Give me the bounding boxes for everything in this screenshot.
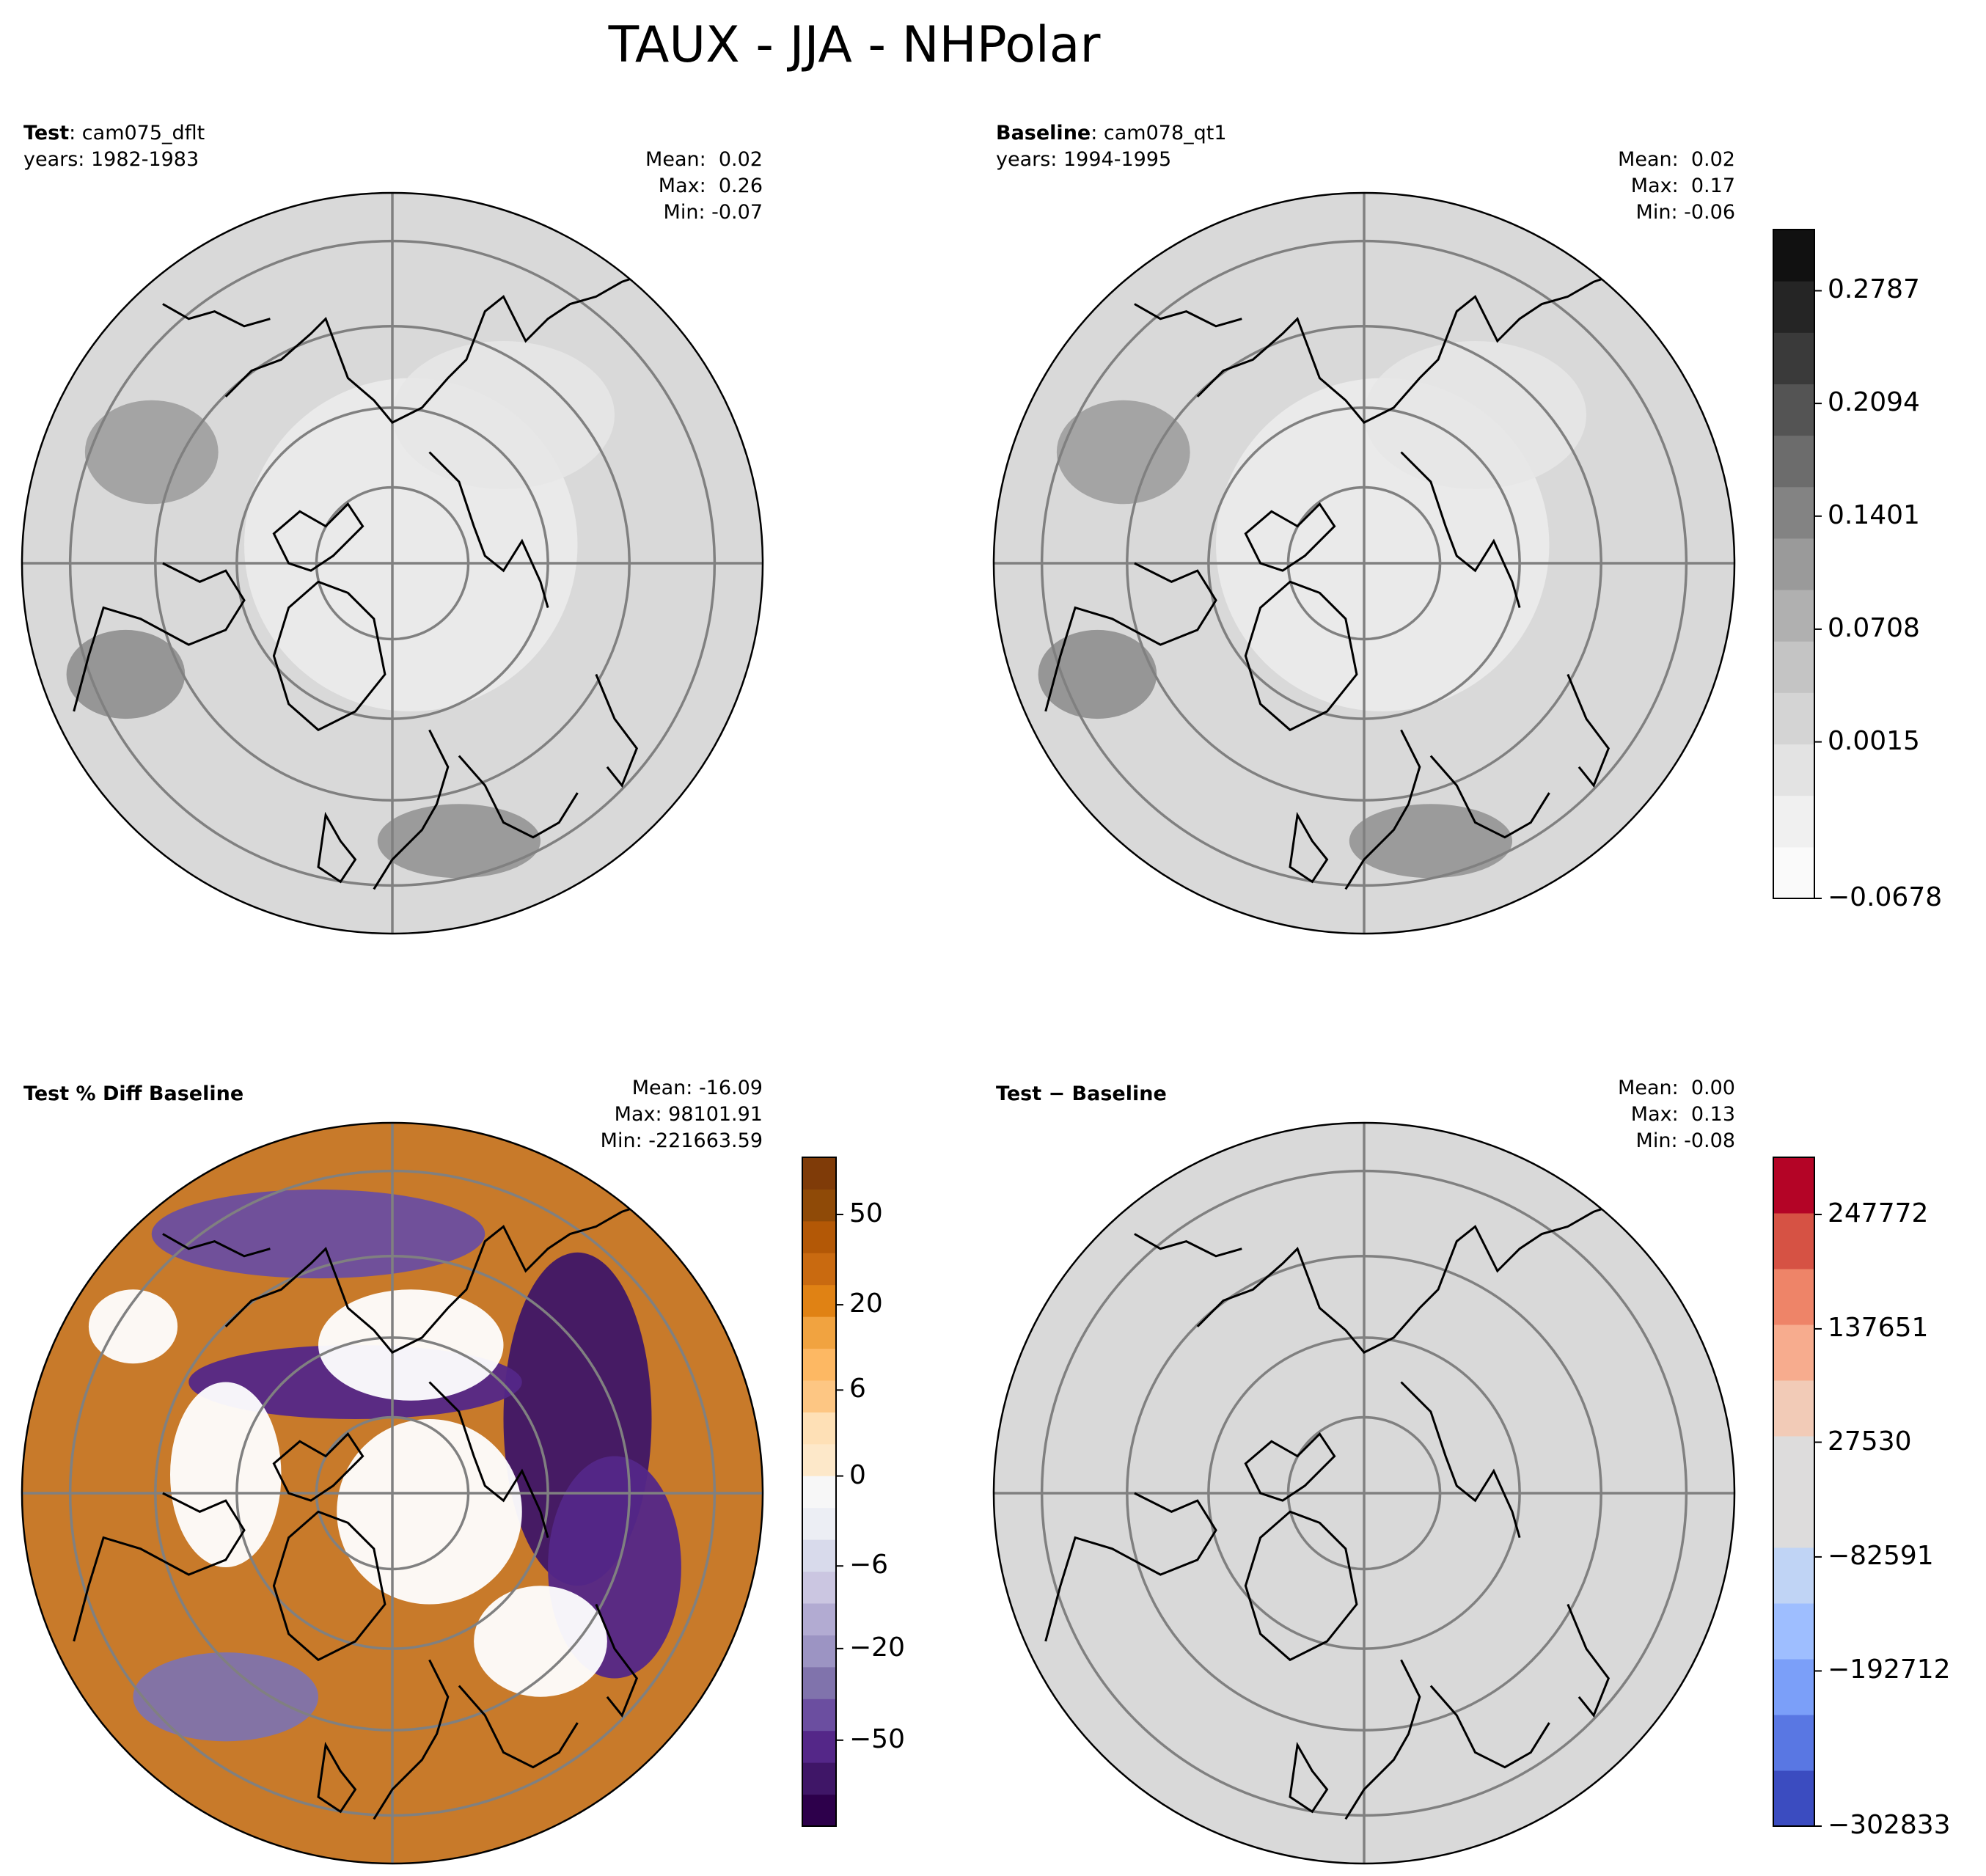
colorbar-tick-label: 0.0708 — [1828, 612, 1920, 643]
colorbar-band — [1773, 692, 1814, 745]
colorbar-gray — [1773, 229, 1822, 899]
panel-baseline-label: Baseline: cam078_qt1 years: 1994-1995 — [996, 122, 1227, 171]
colorbar-tick-label: 0.2094 — [1828, 387, 1920, 418]
figure-title: TAUX - JJA - NHPolar — [608, 16, 1101, 74]
colorbar-band — [1773, 1157, 1814, 1214]
colorbar-band — [1773, 1269, 1814, 1325]
colorbar-band — [802, 1666, 836, 1699]
colorbar-band — [802, 1794, 836, 1827]
colorbar-band — [802, 1762, 836, 1795]
colorbar-tick-label: −0.0678 — [1828, 882, 1943, 912]
colorbar-band — [1773, 332, 1814, 384]
colorbar-band — [802, 1412, 836, 1445]
colorbar-band — [1773, 1492, 1814, 1548]
colorbar-tick-label: 0 — [849, 1459, 866, 1490]
colorbar-band — [802, 1476, 836, 1509]
colorbar-band — [1773, 384, 1814, 436]
colorbar-band — [1773, 1324, 1814, 1381]
colorbar-band — [1773, 846, 1814, 899]
colorbar-tick-label: −20 — [849, 1632, 905, 1663]
colorbar-tick-label: −50 — [849, 1723, 905, 1754]
colorbar-band — [1773, 1436, 1814, 1492]
polar-map-pctdiff — [21, 1121, 764, 1865]
colorbar-band — [1773, 795, 1814, 848]
colorbar-band — [802, 1220, 836, 1253]
colorbar-band — [1773, 1380, 1814, 1437]
colorbar-band — [802, 1157, 836, 1190]
colorbar-band — [802, 1316, 836, 1349]
colorbar-band — [1773, 538, 1814, 590]
colorbar-tick-label: 137651 — [1828, 1312, 1929, 1343]
colorbar-band — [1773, 1547, 1814, 1604]
colorbar-band — [1773, 230, 1814, 282]
colorbar-tick-label: −82591 — [1828, 1540, 1934, 1571]
colorbar-tick-label: 6 — [849, 1374, 866, 1404]
colorbar-band — [1773, 1715, 1814, 1771]
colorbar-band — [802, 1699, 836, 1732]
panel-test-label: Test: cam075_dflt years: 1982-1983 — [23, 122, 205, 171]
colorbar-band — [1773, 744, 1814, 796]
colorbar-band — [802, 1284, 836, 1317]
colorbar-band — [802, 1730, 836, 1763]
colorbar-tick-label: 20 — [849, 1289, 883, 1319]
panel-pctdiff-label: Test % Diff Baseline — [23, 1082, 244, 1105]
colorbar-band — [802, 1539, 836, 1572]
colorbar-band — [802, 1348, 836, 1381]
colorbar-tick-label: 0.0015 — [1828, 725, 1920, 756]
panel-baseline-stats: Mean: 0.02 Max: 0.17 Min: -0.06 — [1618, 148, 1735, 224]
panel-pctdiff-stats: Mean: -16.09 Max: 98101.91 Min: -221663.59 — [600, 1077, 763, 1152]
colorbar-tick-label: 247772 — [1828, 1198, 1929, 1228]
colorbar-band — [1773, 1213, 1814, 1269]
colorbar-band — [802, 1571, 836, 1604]
colorbar-band — [1773, 486, 1814, 539]
colorbar-band — [802, 1443, 836, 1476]
colorbar-band — [1773, 435, 1814, 488]
polar-map-baseline — [992, 191, 1736, 935]
colorbar-band — [1773, 1603, 1814, 1660]
colorbar-tick-label: 0.1401 — [1828, 499, 1920, 530]
colorbar-tick-label: 0.2787 — [1828, 274, 1920, 305]
polar-map-diff — [992, 1121, 1736, 1865]
colorbar-tick-label: −302833 — [1828, 1810, 1951, 1840]
colorbar-puor — [802, 1157, 843, 1827]
panel-diff-label: Test − Baseline — [996, 1082, 1167, 1105]
colorbar-band — [1773, 1659, 1814, 1715]
colorbar-band — [1773, 641, 1814, 693]
colorbar-band — [802, 1603, 836, 1635]
polar-map-test — [21, 191, 764, 935]
colorbar-band — [802, 1635, 836, 1668]
colorbar-band — [802, 1189, 836, 1222]
colorbar-band — [1773, 1770, 1814, 1827]
colorbar-band — [1773, 590, 1814, 642]
colorbar-tick-label: 50 — [849, 1198, 883, 1228]
panel-test-stats: Mean: 0.02 Max: 0.26 Min: -0.07 — [645, 148, 763, 224]
colorbar-band — [802, 1253, 836, 1286]
panel-diff-stats: Mean: 0.00 Max: 0.13 Min: -0.08 — [1618, 1077, 1735, 1152]
colorbar-band — [802, 1380, 836, 1413]
colorbar-coolwarm — [1773, 1157, 1822, 1827]
colorbar-band — [1773, 281, 1814, 333]
colorbar-tick-label: 27530 — [1828, 1426, 1912, 1457]
colorbar-band — [802, 1507, 836, 1540]
colorbar-tick-label: −6 — [849, 1550, 889, 1580]
colorbar-tick-label: −192712 — [1828, 1655, 1951, 1685]
